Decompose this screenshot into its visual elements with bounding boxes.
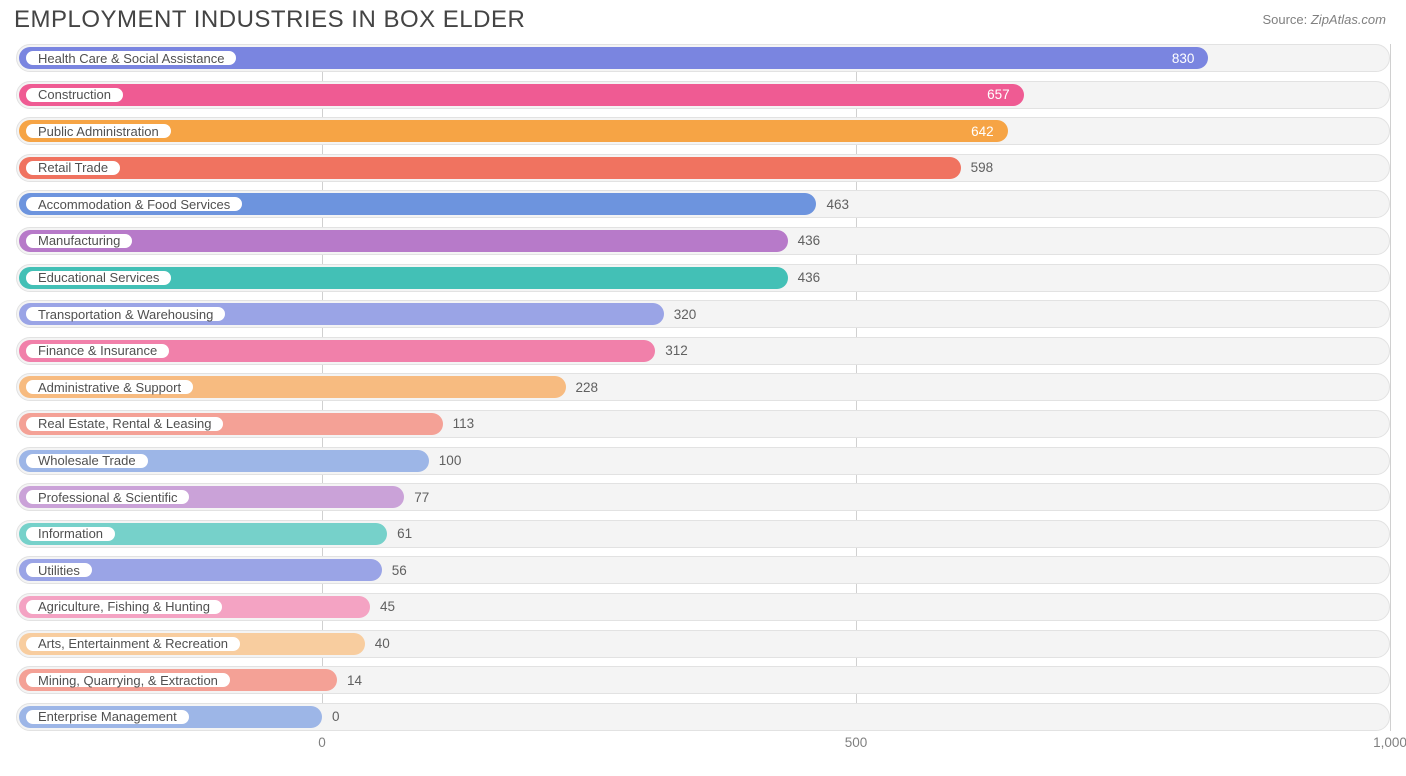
bar-value-label: 436 [788,267,821,289]
bar-row: Manufacturing 436 [16,227,1390,255]
bar-row: Enterprise Management 0 [16,703,1390,731]
bar-row: Mining, Quarrying, & Extraction 14 [16,666,1390,694]
category-pill: Mining, Quarrying, & Extraction [24,671,232,689]
bar-row: Utilities 56 [16,556,1390,584]
category-pill: Finance & Insurance [24,342,171,360]
category-pill: Manufacturing [24,232,134,250]
gridline [1390,44,1391,731]
x-axis-tick-label: 1,000 [1373,735,1406,750]
x-axis-tick-label: 0 [318,735,326,750]
bar-row: Transportation & Warehousing 320 [16,300,1390,328]
bar-value-label: 61 [387,523,412,545]
bar-row: Agriculture, Fishing & Hunting 45 [16,593,1390,621]
bar-value-label: 312 [655,340,688,362]
category-pill: Real Estate, Rental & Leasing [24,415,225,433]
bar-value-label: 463 [816,193,849,215]
bar-row: Public Administration642 [16,117,1390,145]
bar-fill [19,230,788,252]
bar-row: Construction657 [16,81,1390,109]
bar-value-label: 113 [443,413,475,435]
source-prefix: Source: [1262,12,1310,27]
bar-value-label: 0 [322,706,340,728]
bar-row: Wholesale Trade 100 [16,447,1390,475]
bar-row: Professional & Scientific 77 [16,483,1390,511]
chart-plot-area: Health Care & Social Assistance830 Constr… [16,44,1390,731]
x-axis: 05001,000 [16,733,1390,757]
bar-value-label: 228 [566,376,599,398]
category-pill: Arts, Entertainment & Recreation [24,635,242,653]
category-pill: Wholesale Trade [24,452,150,470]
bar-row: Real Estate, Rental & Leasing 113 [16,410,1390,438]
bar-value-label: 657 [19,84,1024,106]
source-attribution: Source: ZipAtlas.com [1262,6,1386,27]
bar-row: Arts, Entertainment & Recreation 40 [16,630,1390,658]
bar-value-label: 14 [337,669,362,691]
category-pill: Accommodation & Food Services [24,195,244,213]
bar-value-label: 45 [370,596,395,618]
bar-value-label: 598 [961,157,994,179]
bar-row: Educational Services 436 [16,264,1390,292]
x-axis-tick-label: 500 [845,735,868,750]
bar-value-label: 100 [429,450,462,472]
source-name: ZipAtlas.com [1311,12,1386,27]
category-pill: Professional & Scientific [24,488,191,506]
category-pill: Enterprise Management [24,708,191,726]
category-pill: Administrative & Support [24,378,195,396]
category-pill: Agriculture, Fishing & Hunting [24,598,224,616]
category-pill: Public Administration [24,122,173,140]
bar-value-label: 436 [788,230,821,252]
bar-row: Accommodation & Food Services 463 [16,190,1390,218]
chart-title: EMPLOYMENT INDUSTRIES IN BOX ELDER [14,6,525,34]
bar-row: Information 61 [16,520,1390,548]
category-pill: Utilities [24,561,94,579]
category-pill: Educational Services [24,269,173,287]
category-pill: Retail Trade [24,159,122,177]
category-pill: Information [24,525,117,543]
bar-row: Finance & Insurance 312 [16,337,1390,365]
bar-value-label: 77 [404,486,429,508]
category-pill: Construction [24,86,125,104]
category-pill: Health Care & Social Assistance [24,49,238,67]
bar-value-label: 40 [365,633,390,655]
bar-value-label: 56 [382,559,407,581]
bar-row: Retail Trade 598 [16,154,1390,182]
bar-row: Health Care & Social Assistance830 [16,44,1390,72]
bar-row: Administrative & Support 228 [16,373,1390,401]
bar-fill [19,157,961,179]
category-pill: Transportation & Warehousing [24,305,227,323]
bar-value-label: 320 [664,303,697,325]
